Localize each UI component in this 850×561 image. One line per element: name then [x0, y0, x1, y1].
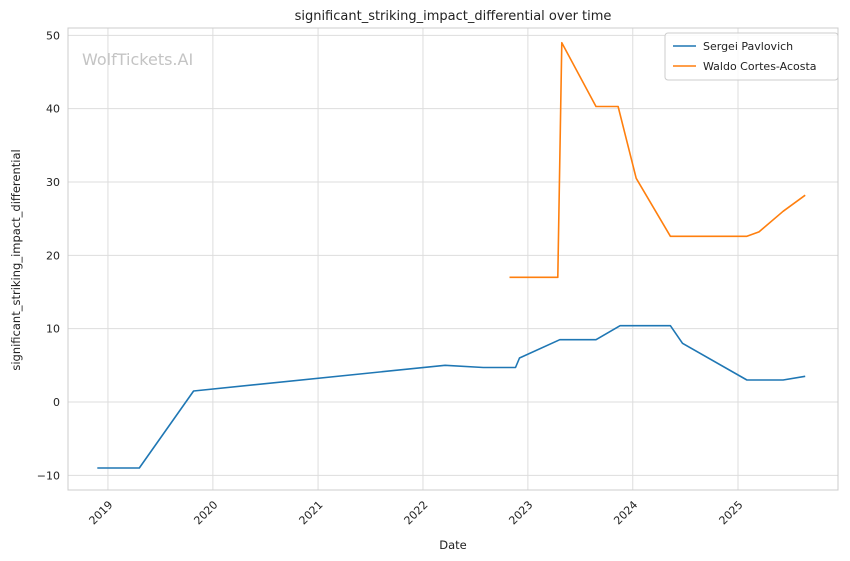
x-tick-label: 2019 — [87, 498, 116, 527]
chart-title: significant_striking_impact_differential… — [295, 9, 612, 24]
y-tick-label: 20 — [46, 249, 60, 262]
plot-area — [67, 27, 839, 491]
legend-label-sergei-pavlovich: Sergei Pavlovich — [703, 40, 793, 53]
legend: Sergei Pavlovich Waldo Cortes-Acosta — [664, 32, 839, 81]
x-tick-label: 2024 — [611, 498, 640, 527]
series-line-waldo-cortes-acosta — [509, 41, 806, 279]
series-line-sergei-pavlovich — [97, 324, 806, 469]
y-tick-label: 40 — [46, 103, 60, 116]
y-tick-label: 10 — [46, 323, 60, 336]
y-tick-label: −10 — [37, 469, 60, 482]
x-tick-label: 2025 — [717, 498, 746, 527]
legend-label-waldo-cortes-acosta: Waldo Cortes-Acosta — [703, 60, 817, 73]
x-axis-label: Date — [439, 538, 467, 552]
y-tick-label: 0 — [53, 396, 60, 409]
legend-box — [664, 32, 839, 81]
x-tick-label: 2020 — [191, 498, 220, 527]
grid — [68, 28, 838, 490]
watermark: WolfTickets.AI — [82, 50, 193, 69]
x-tick-label: 2021 — [297, 498, 326, 527]
x-tick-label: 2023 — [506, 498, 535, 527]
y-tick-label: 30 — [46, 176, 60, 189]
series-layer — [97, 41, 806, 469]
x-tick-label: 2022 — [402, 498, 431, 527]
tick-labels: 2019 2020 2021 2022 2023 2024 2025 −10 0 10 20 30 40… — [37, 29, 746, 527]
y-tick-label: 50 — [46, 29, 60, 42]
y-axis-label: significant_striking_impact_differential — [9, 149, 23, 370]
